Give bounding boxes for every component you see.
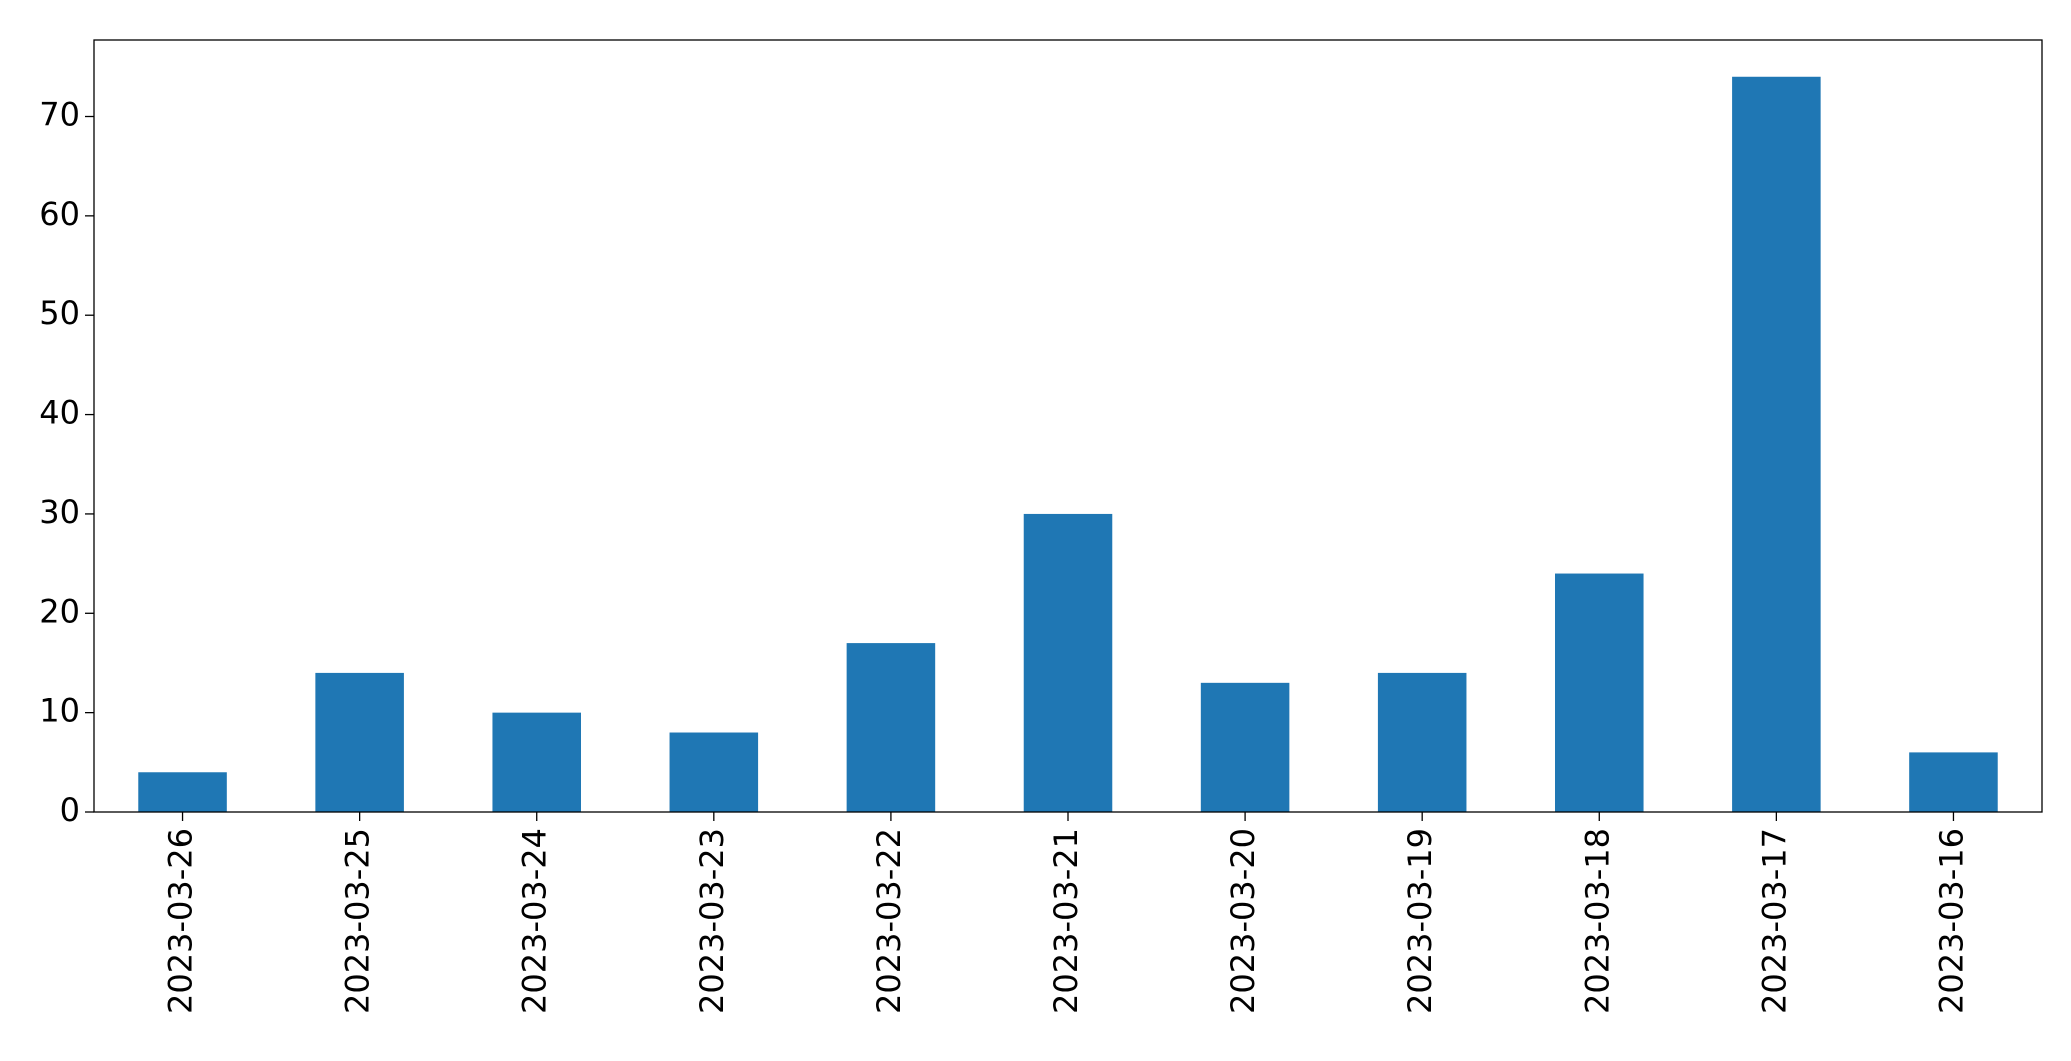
bar bbox=[1909, 752, 1998, 812]
x-tick-label: 2023-03-24 bbox=[516, 828, 554, 1014]
bar bbox=[669, 732, 759, 812]
bar bbox=[1555, 573, 1644, 812]
x-tick-label: 2023-03-20 bbox=[1224, 828, 1262, 1014]
x-tick-label: 2023-03-23 bbox=[693, 828, 731, 1014]
y-tick-label: 60 bbox=[39, 195, 80, 233]
y-tick-label: 20 bbox=[39, 592, 80, 630]
plot-frame bbox=[93, 39, 2043, 813]
bar bbox=[315, 672, 404, 812]
bar bbox=[492, 712, 581, 812]
x-tick-label: 2023-03-18 bbox=[1578, 828, 1616, 1014]
y-tick-label: 30 bbox=[39, 493, 80, 531]
x-tick-label: 2023-03-21 bbox=[1047, 828, 1085, 1014]
x-tick-label: 2023-03-25 bbox=[339, 828, 377, 1014]
x-tick-label: 2023-03-19 bbox=[1401, 828, 1439, 1014]
bar bbox=[138, 772, 227, 812]
x-tick-label: 2023-03-17 bbox=[1755, 828, 1793, 1014]
x-tick-label: 2023-03-16 bbox=[1932, 828, 1970, 1014]
x-tick-label: 2023-03-22 bbox=[870, 828, 908, 1014]
bar bbox=[1023, 513, 1113, 812]
y-tick-label: 70 bbox=[39, 96, 80, 134]
bar bbox=[1200, 682, 1290, 812]
y-tick-label: 50 bbox=[39, 294, 80, 332]
y-tick-label: 40 bbox=[39, 394, 80, 432]
bar bbox=[1377, 672, 1467, 812]
x-tick-label: 2023-03-26 bbox=[162, 828, 200, 1014]
bar bbox=[846, 643, 936, 812]
y-tick-label: 0 bbox=[60, 791, 80, 829]
y-tick-label: 10 bbox=[39, 692, 80, 730]
bar bbox=[1732, 76, 1821, 812]
